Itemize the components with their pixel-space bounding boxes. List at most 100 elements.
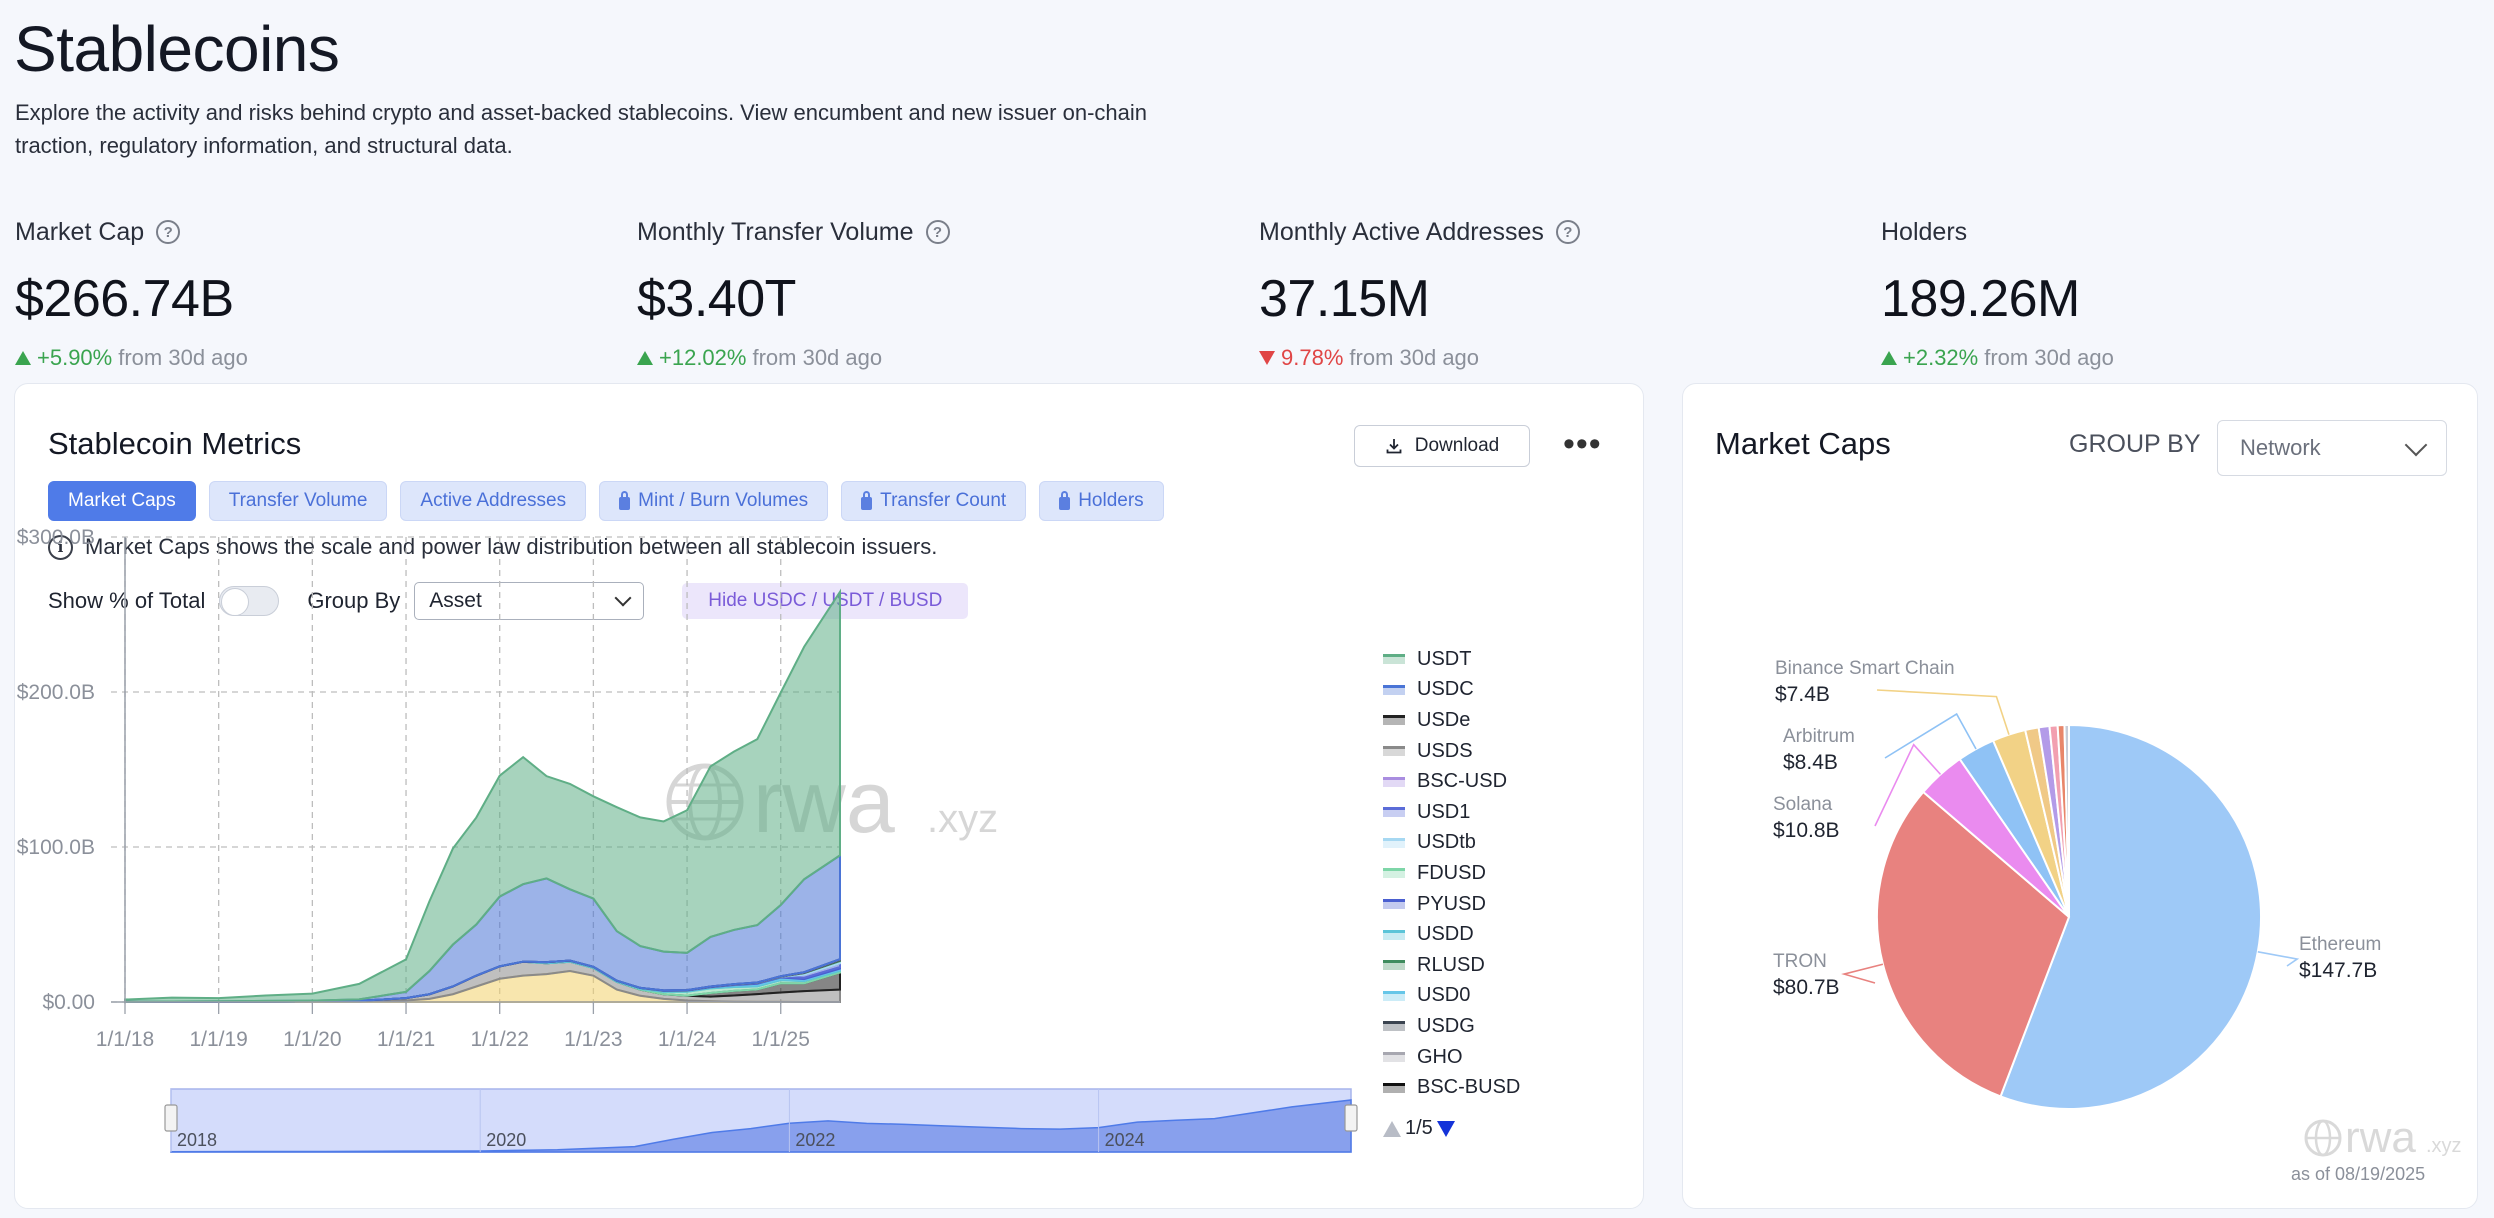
card-title: Stablecoin Metrics xyxy=(48,426,302,461)
pie-slice[interactable] xyxy=(2063,723,2070,918)
legend-swatch xyxy=(1383,807,1405,818)
legend-item-usdtb[interactable]: USDtb xyxy=(1383,828,1520,859)
page-description: Explore the activity and risks behind cr… xyxy=(15,100,1148,158)
lock-icon xyxy=(619,490,631,510)
legend-item-pyusd[interactable]: PYUSD xyxy=(1383,889,1520,920)
legend-item-usdt[interactable]: USDT xyxy=(1383,644,1520,675)
chart-legend: USDT USDC USDe USDS BSC-USD USD1 USDtb FDUSD PYU… xyxy=(1383,644,1520,1103)
watermark-suffix: .xyz xyxy=(2426,1135,2462,1157)
legend-item-usds[interactable]: USDS xyxy=(1383,736,1520,767)
kpi-holders: Holders 189.26M +2.32% from 30d ago xyxy=(1881,215,2481,371)
legend-label: USDT xyxy=(1417,647,1472,670)
market-caps-card: Market Caps GROUP BY Network Ethereum $14… xyxy=(1682,383,2478,1209)
legend-item-gho[interactable]: GHO xyxy=(1383,1042,1520,1073)
help-icon[interactable]: ? xyxy=(156,220,181,244)
help-icon[interactable]: ? xyxy=(1555,220,1580,244)
legend-swatch xyxy=(1383,715,1405,726)
tab-transfer-volume[interactable]: Transfer Volume xyxy=(208,481,388,521)
legend-label: USD1 xyxy=(1417,800,1471,823)
pie-leader-line xyxy=(1876,689,2010,735)
pie-slice-tron[interactable] xyxy=(1876,790,2071,1098)
pie-leader-line xyxy=(2257,950,2300,967)
info-row: i Market Caps shows the scale and power … xyxy=(48,534,937,560)
kpi-value: 189.26M xyxy=(1881,270,2080,328)
pie-leader-line xyxy=(1841,963,1884,984)
card-title: Market Caps xyxy=(1715,426,1891,461)
kpi-change-suffix: from 30d ago xyxy=(752,345,883,370)
tab-mint-burn-volumes[interactable]: Mint / Burn Volumes xyxy=(599,481,829,521)
arrow-up-icon xyxy=(15,351,31,365)
arrow-down-icon xyxy=(1259,351,1275,365)
kpi-value: $266.74B xyxy=(15,270,234,328)
kpi-change: +5.90% xyxy=(37,345,113,370)
network-group-select[interactable]: Network xyxy=(2217,420,2447,476)
kpi-label: Market Cap xyxy=(15,217,145,246)
kpi-change: +2.32% xyxy=(1903,345,1979,370)
group-by-select[interactable]: Asset xyxy=(414,582,645,620)
pie-slice-label: Binance Smart Chain xyxy=(1775,658,1955,679)
x-tick-label: 1/1/20 xyxy=(283,1028,341,1051)
legend-swatch xyxy=(1383,684,1405,695)
tab-label: Holders xyxy=(1078,490,1144,511)
market-cap-area-chart: rwa .xyz $0.00$100.0B$200.0B$300.0B1/1/1… xyxy=(17,526,1358,1153)
as-of-date: as of 08/19/2025 xyxy=(2291,1164,2426,1184)
kpi-value: $3.40T xyxy=(637,270,796,328)
tab-holders[interactable]: Holders xyxy=(1039,481,1164,521)
watermark: rwa .xyz xyxy=(2304,1113,2462,1162)
pager-up-icon[interactable] xyxy=(1383,1120,1401,1137)
legend-item-usd0[interactable]: USD0 xyxy=(1383,981,1520,1012)
help-icon[interactable]: ? xyxy=(925,220,950,244)
download-label: Download xyxy=(1414,435,1500,456)
legend-swatch xyxy=(1383,990,1405,1001)
pie-slice-label: Arbitrum xyxy=(1783,726,1855,747)
legend-label: USDG xyxy=(1417,1014,1475,1037)
legend-item-rlusd[interactable]: RLUSD xyxy=(1383,950,1520,981)
group-by-label: Group By xyxy=(307,588,401,613)
legend-item-usd1[interactable]: USD1 xyxy=(1383,797,1520,828)
area-series-usdt[interactable] xyxy=(124,588,841,1003)
legend-swatch xyxy=(1383,1021,1405,1032)
kpi-change-suffix: from 30d ago xyxy=(1349,345,1480,370)
legend-item-usdd[interactable]: USDD xyxy=(1383,919,1520,950)
lock-icon xyxy=(1059,490,1071,510)
legend-item-bsc-usd[interactable]: BSC-USD xyxy=(1383,766,1520,797)
kpi-active-addresses: Monthly Active Addresses? 37.15M 9.78% fr… xyxy=(1259,215,1859,371)
legend-label: USD0 xyxy=(1417,984,1471,1007)
x-tick-label: 1/1/22 xyxy=(471,1028,529,1051)
navigator-year-label: 2024 xyxy=(1105,1130,1145,1150)
legend-pager: 1/5 xyxy=(1383,1117,1455,1140)
tab-label: Mint / Burn Volumes xyxy=(638,490,809,511)
legend-label: RLUSD xyxy=(1417,953,1485,976)
download-button[interactable]: Download xyxy=(1354,425,1530,467)
kpi-change: +12.02% xyxy=(659,345,747,370)
tab-label: Transfer Count xyxy=(880,490,1007,511)
metric-tabs: Market Caps Transfer Volume Active Addre… xyxy=(48,481,1164,521)
watermark-text: rwa xyxy=(2345,1113,2416,1162)
y-tick-label: $300.0B xyxy=(17,526,95,549)
navigator-left-handle[interactable] xyxy=(164,1104,178,1132)
legend-label: USDe xyxy=(1417,708,1471,731)
group-by-value: Asset xyxy=(429,589,482,612)
pie-slice-ethereum[interactable] xyxy=(1999,723,2262,1110)
legend-item-usdg[interactable]: USDG xyxy=(1383,1011,1520,1042)
legend-swatch xyxy=(1383,960,1405,971)
tab-active-addresses[interactable]: Active Addresses xyxy=(400,481,587,521)
x-tick-label: 1/1/18 xyxy=(96,1028,154,1051)
page-title: Stablecoins xyxy=(14,13,340,85)
tab-market-caps[interactable]: Market Caps xyxy=(48,481,196,521)
pager-down-icon[interactable] xyxy=(1436,1120,1455,1137)
legend-swatch xyxy=(1383,868,1405,879)
navigator-right-handle[interactable] xyxy=(1344,1104,1358,1132)
x-tick-label: 1/1/23 xyxy=(564,1028,622,1051)
legend-label: USDC xyxy=(1417,678,1474,701)
legend-item-fdusd[interactable]: FDUSD xyxy=(1383,858,1520,889)
tab-transfer-count[interactable]: Transfer Count xyxy=(841,481,1027,521)
legend-item-usdc[interactable]: USDC xyxy=(1383,675,1520,706)
kpi-change-suffix: from 30d ago xyxy=(1984,345,2114,370)
pie-slice-label: Ethereum xyxy=(2299,934,2381,955)
show-pct-toggle[interactable] xyxy=(219,586,280,616)
legend-label: GHO xyxy=(1417,1045,1463,1068)
legend-item-usde[interactable]: USDe xyxy=(1383,705,1520,736)
legend-item-bsc-busd[interactable]: BSC-BUSD xyxy=(1383,1072,1520,1103)
kebab-icon[interactable]: ••• xyxy=(1563,425,1602,463)
